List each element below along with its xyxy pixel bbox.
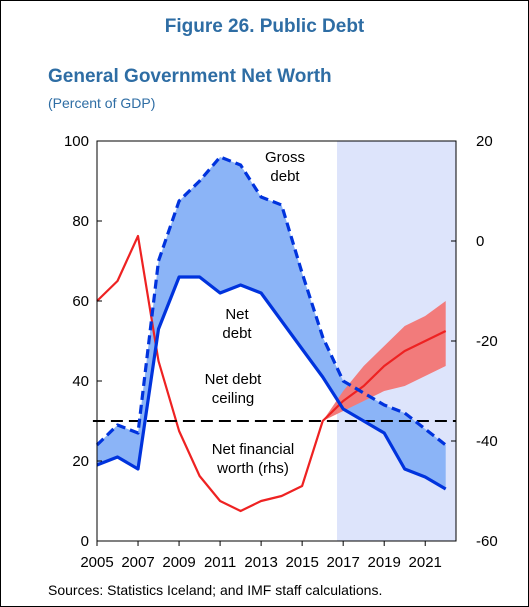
x-tick-label: 2019 (368, 554, 401, 571)
y-left-tick-label: 60 (72, 293, 89, 310)
y-right-tick-label: -20 (476, 333, 498, 350)
annotation-ceiling-line-2: ceiling (212, 390, 255, 407)
y-left-tick-label: 80 (72, 213, 89, 230)
net-debt-line (96, 275, 447, 491)
y-left-tick-label: 40 (72, 373, 89, 390)
annotation-gross-debt-line-2: debt (270, 168, 300, 185)
x-tick-label: 2021 (409, 554, 442, 571)
x-tick-label: 2015 (285, 554, 318, 571)
annotation-gross-debt-line-1: Gross (265, 149, 305, 166)
y-right-tick-label: 0 (476, 233, 484, 250)
x-tick-label: 2011 (204, 554, 236, 571)
y-left-tick-label: 20 (72, 453, 89, 470)
y-right-tick-label: 20 (476, 133, 493, 150)
sources-note: Sources: Statistics Iceland; and IMF sta… (48, 582, 383, 598)
annotation-net-debt-line-2: debt (222, 325, 252, 342)
gross-net-band (97, 157, 446, 489)
y-right-tick-label: -40 (476, 433, 498, 450)
figure-title: Figure 26. Public Debt (164, 16, 365, 37)
annotation-ceiling-line-1: Net debt (205, 371, 263, 388)
x-tick-label: 2013 (244, 554, 277, 571)
x-tick-label: 2017 (326, 554, 359, 571)
y-left-tick-label: 0 (81, 533, 89, 550)
x-tick-label: 2009 (162, 554, 195, 571)
annotation-net-worth-line-2: worth (rhs) (216, 460, 289, 477)
annotation-net-worth-line-1: Net financial (212, 441, 295, 458)
x-tick-label: 2005 (80, 554, 113, 571)
y-left-tick-label: 100 (64, 133, 89, 150)
x-tick-label: 2007 (121, 554, 154, 571)
net-worth-fan (322, 301, 446, 421)
chart-title: General Government Net Worth (48, 66, 332, 87)
annotation-net-debt-line-1: Net (225, 306, 249, 323)
chart-subtitle: (Percent of GDP) (48, 95, 156, 111)
y-right-tick-label: -60 (476, 533, 498, 550)
net-financial-worth-line (96, 234, 447, 513)
